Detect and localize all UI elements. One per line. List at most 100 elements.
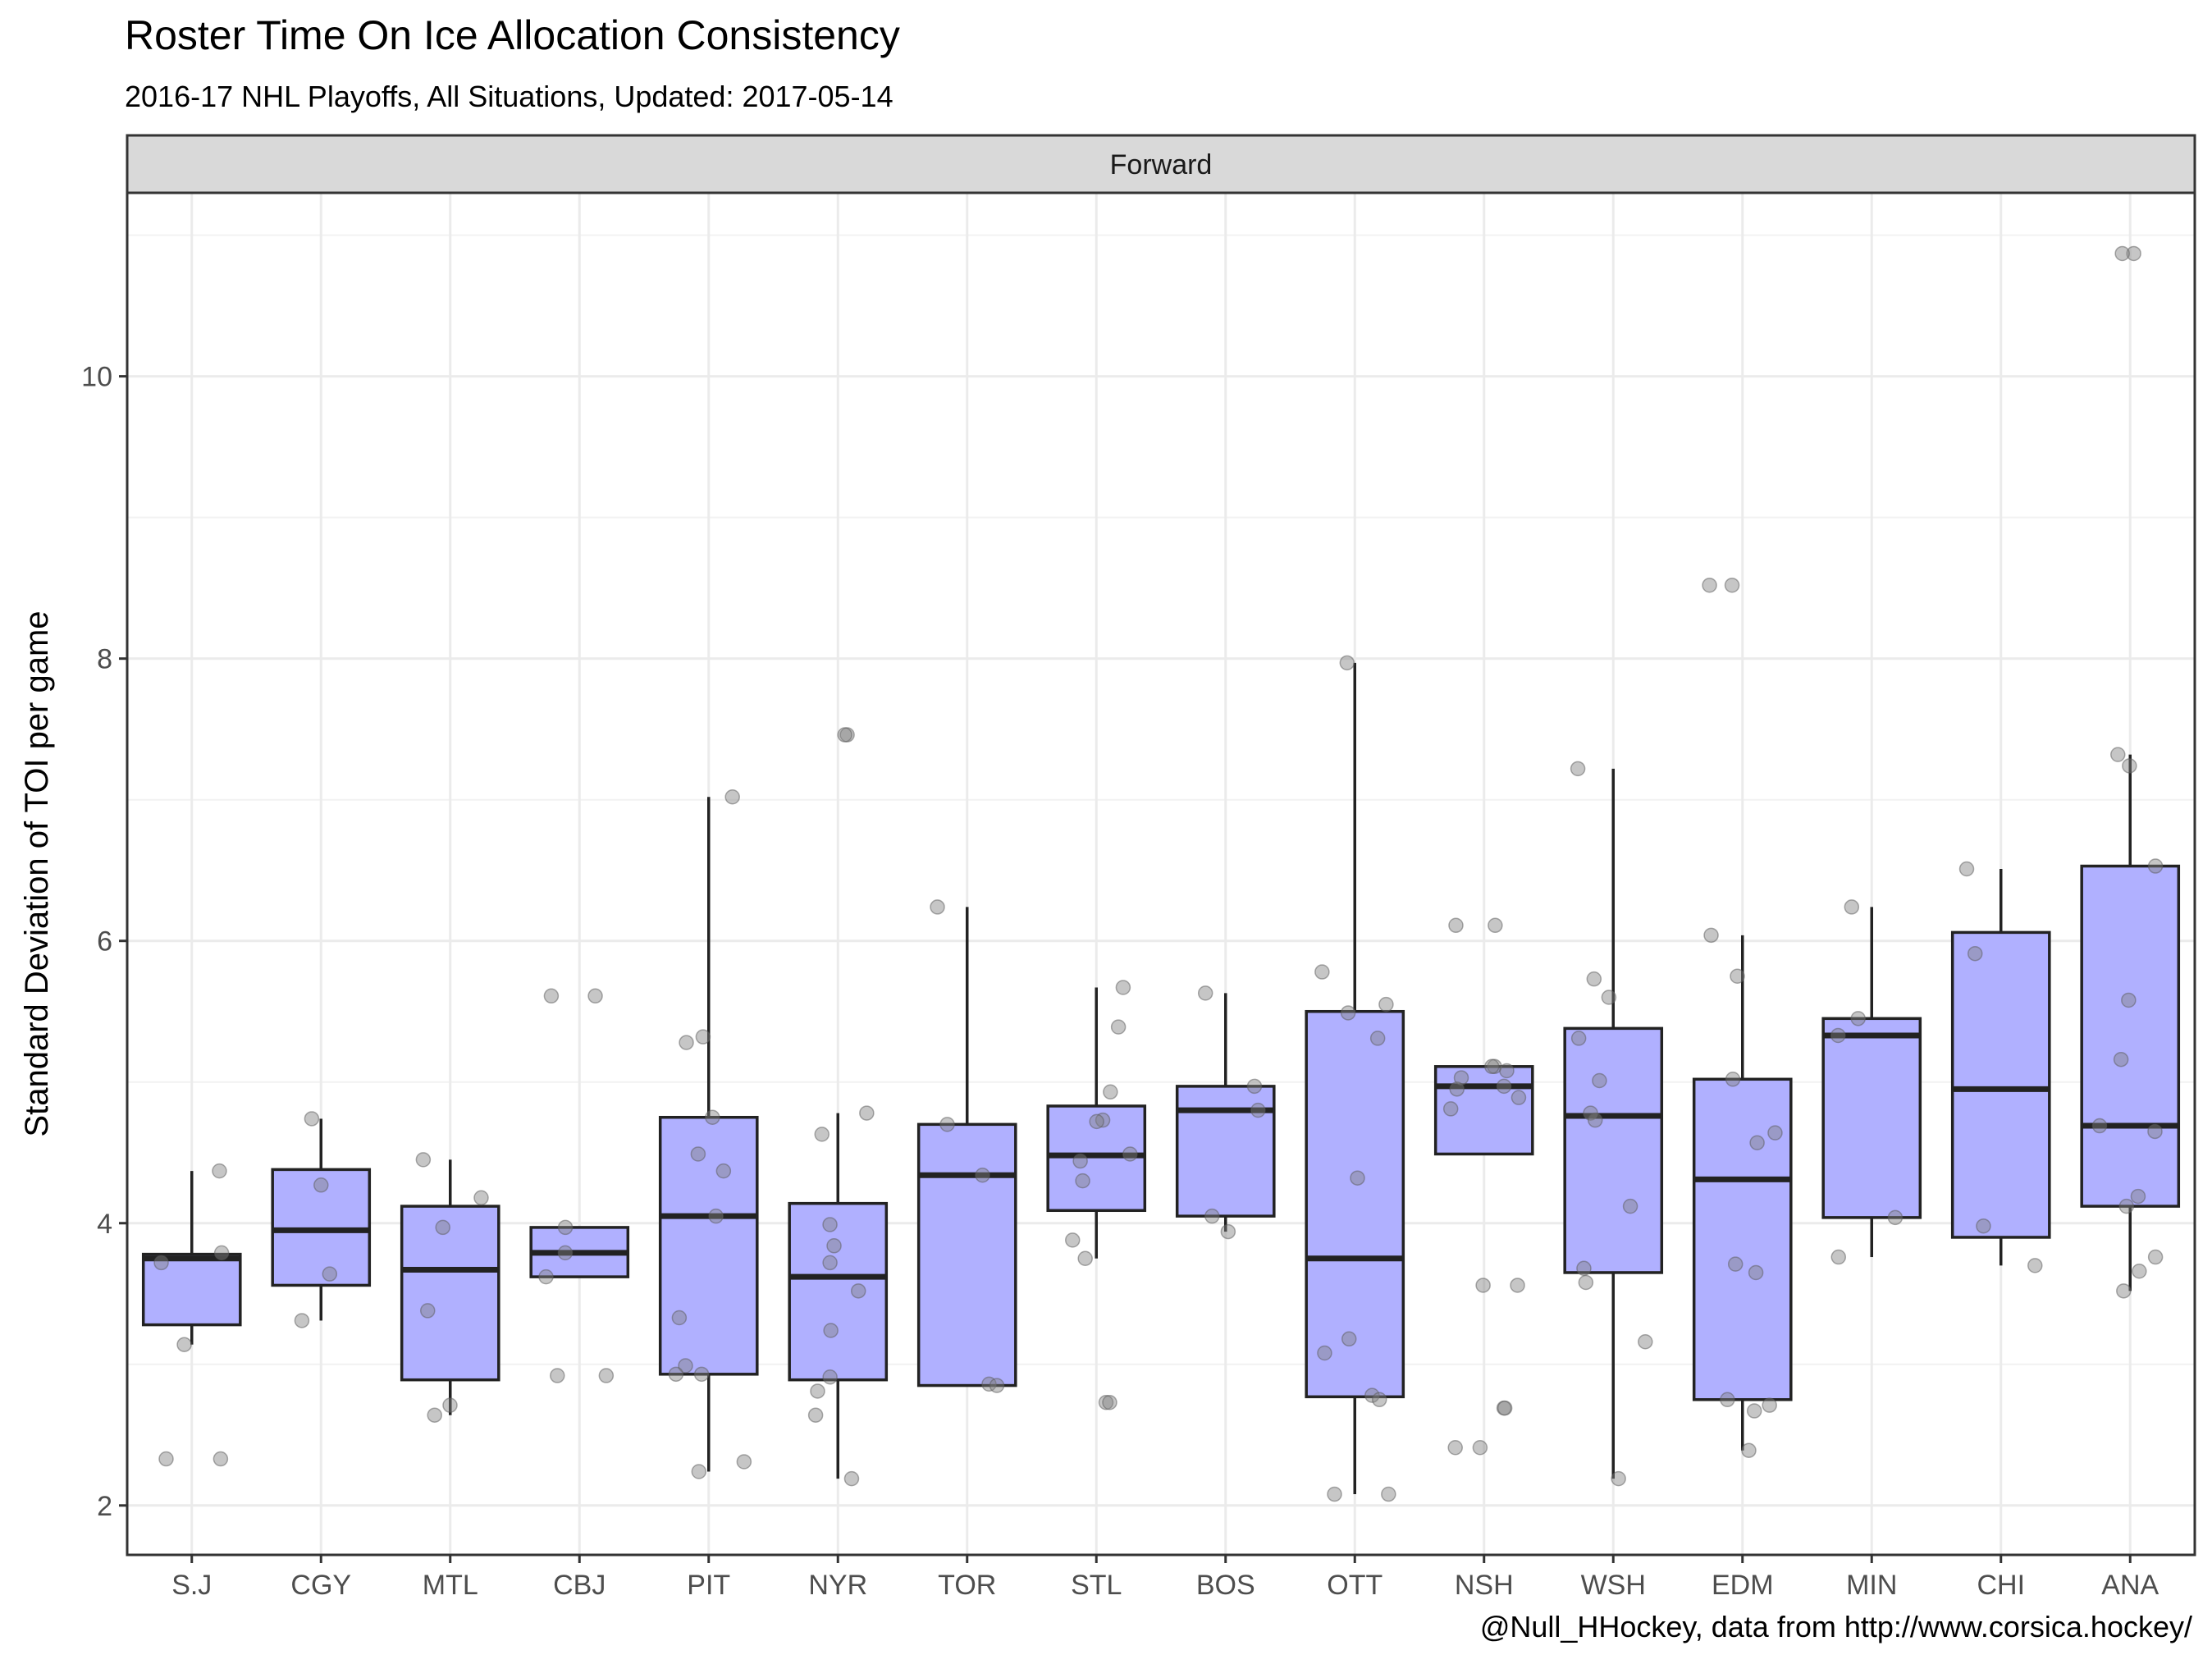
data-point [322,1266,338,1282]
data-point [1976,1218,1991,1234]
box-iqr [916,1122,1017,1387]
data-point [1314,964,1330,980]
data-point [435,1219,450,1236]
data-point [822,1369,838,1385]
data-point [843,1470,860,1487]
x-tick-label: CBJ [553,1570,606,1601]
data-point [1064,1232,1081,1248]
data-point [1371,1392,1387,1408]
data-point [2126,245,2141,262]
data-point [587,988,603,1004]
data-point [153,1255,169,1271]
box-ott [1305,662,1405,1495]
data-point [1720,1392,1735,1408]
data-point [2091,1118,2108,1134]
data-point [1484,1058,1500,1075]
box-mtl [400,1159,500,1415]
data-point [1767,1125,1783,1141]
jitter-points [153,245,2164,1502]
data-point [1340,1005,1356,1021]
box-wsh [1563,768,1664,1479]
x-tick-label: ANA [2101,1570,2159,1601]
data-point [2116,1283,2132,1299]
data-point [1725,1072,1741,1087]
data-point [724,789,740,805]
data-point [213,1451,229,1467]
data-point [715,1163,732,1179]
data-point [1762,1397,1777,1413]
box-sj [141,1171,242,1345]
data-point [859,1105,875,1121]
data-point [473,1190,489,1206]
x-tick-label: WSH [1581,1570,1646,1601]
data-point [1592,1072,1607,1089]
data-point [989,1378,1005,1393]
data-point [415,1152,432,1168]
facet-strip: Forward [126,134,2196,194]
data-point [1850,1011,1866,1026]
data-point [304,1111,320,1127]
box-iqr [1433,1065,1534,1156]
data-point [1103,1084,1118,1100]
data-point [679,1035,694,1050]
box-stl [1046,987,1147,1259]
box-iqr [141,1252,242,1327]
data-point [1317,1345,1332,1361]
data-point [1967,945,1983,962]
data-point [420,1303,436,1319]
boxes [141,662,2181,1495]
data-point [2132,1263,2147,1279]
data-point [826,1238,842,1254]
y-tick-label: 6 [97,926,112,958]
box-iqr [1950,930,2051,1239]
data-point [313,1177,329,1193]
data-point [1115,980,1131,995]
data-point [1749,1135,1765,1150]
data-point [1611,1470,1626,1487]
data-point [1496,1078,1512,1095]
data-point [1741,1442,1757,1458]
chart-caption: @Null_HHockey, data from http://www.cors… [1480,1610,2192,1643]
x-tick-label: TOR [938,1570,996,1601]
data-point [1110,1019,1127,1035]
data-point [823,1323,839,1338]
data-point [1702,577,1717,593]
data-point [1246,1078,1263,1095]
box-iqr [788,1201,889,1382]
box-cgy [271,1118,372,1321]
box-chi [1950,868,2051,1266]
data-point [294,1313,310,1328]
data-point [1072,1153,1088,1169]
data-point [1830,1027,1846,1044]
x-axis: S.J CGY MTL CBJ PIT NYR TOR STL BOS OTT NSH WSH EDM M… [171,1555,2159,1601]
data-point [442,1397,458,1413]
data-point [1250,1102,1266,1118]
data-point [822,1217,838,1232]
box-iqr [1563,1026,1664,1274]
data-point [1095,1112,1111,1128]
data-point [695,1029,711,1045]
data-point [1497,1400,1513,1416]
data-point [557,1219,574,1236]
data-point [176,1337,192,1352]
data-point [930,899,945,915]
data-point [550,1368,565,1383]
x-tick-label: CGY [290,1570,351,1601]
data-point [1472,1440,1488,1456]
data-point [1204,1208,1220,1224]
data-point [975,1168,990,1183]
chart-title: Roster Time On Ice Allocation Consistenc… [125,12,900,58]
data-point [1089,1113,1104,1130]
facet-strip-label: Forward [1110,149,1213,181]
box-iqr [400,1205,500,1382]
data-point [598,1368,615,1383]
data-point [2113,1051,2129,1067]
data-point [1830,1249,1847,1265]
box-iqr [1821,1017,1922,1219]
x-tick-label: EDM [1712,1570,1774,1601]
x-tick-label: STL [1071,1570,1122,1601]
data-point [1488,917,1503,934]
data-point [1724,577,1740,593]
data-point [705,1109,720,1125]
data-point [1622,1198,1638,1214]
